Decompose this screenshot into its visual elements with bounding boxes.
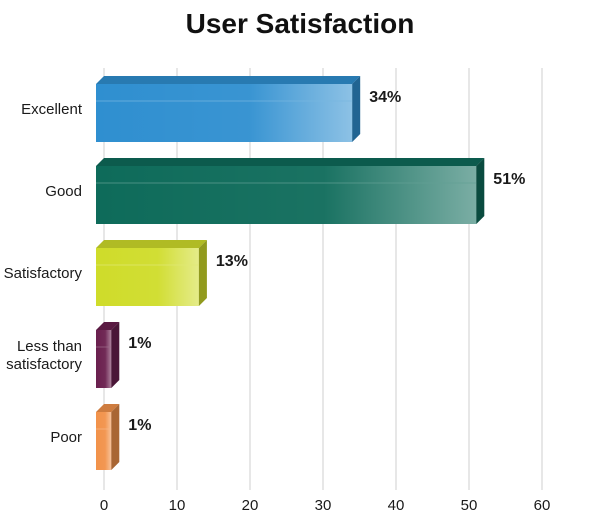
category-label: Satisfactory xyxy=(4,265,83,282)
category-label: Poor xyxy=(50,429,82,446)
bar-end-face xyxy=(111,322,120,388)
bar xyxy=(96,404,120,470)
bar-end-face xyxy=(476,158,485,224)
bar-top-face xyxy=(96,158,485,166)
data-label: 34% xyxy=(369,89,401,106)
bar-shine xyxy=(96,166,477,224)
bar-shine xyxy=(96,248,199,306)
bar-shine xyxy=(96,84,353,142)
data-label: 1% xyxy=(128,335,151,352)
data-label: 1% xyxy=(128,417,151,434)
bar xyxy=(96,76,361,142)
category-label: satisfactory xyxy=(6,356,82,373)
data-label: 51% xyxy=(493,171,525,188)
bars xyxy=(96,76,485,470)
x-tick-label: 50 xyxy=(461,497,478,514)
x-tick-label: 0 xyxy=(100,497,108,514)
data-label: 13% xyxy=(216,253,248,270)
bar-top-face xyxy=(96,322,120,330)
bar xyxy=(96,240,207,306)
category-label: Good xyxy=(45,183,82,200)
x-tick-label: 20 xyxy=(242,497,259,514)
x-tick-label: 10 xyxy=(169,497,186,514)
bar-shine xyxy=(96,330,112,388)
bar xyxy=(96,322,120,388)
bar-end-face xyxy=(111,404,120,470)
bar-end-face xyxy=(352,76,361,142)
category-label: Excellent xyxy=(21,101,83,118)
x-tick-label: 30 xyxy=(315,497,332,514)
x-tick-label: 60 xyxy=(534,497,551,514)
bar-top-face xyxy=(96,240,207,248)
x-tick-label: 40 xyxy=(388,497,405,514)
chart-title: User Satisfaction xyxy=(185,8,415,39)
bar-shine xyxy=(96,412,112,470)
bar xyxy=(96,158,485,224)
bar-end-face xyxy=(198,240,207,306)
labels: 0 10 20 30 40 50 60 34% Excellent 51% Good 13% Satis… xyxy=(4,89,551,514)
category-label: Less than xyxy=(17,338,82,355)
bar-top-face xyxy=(96,404,120,412)
bar-top-face xyxy=(96,76,361,84)
